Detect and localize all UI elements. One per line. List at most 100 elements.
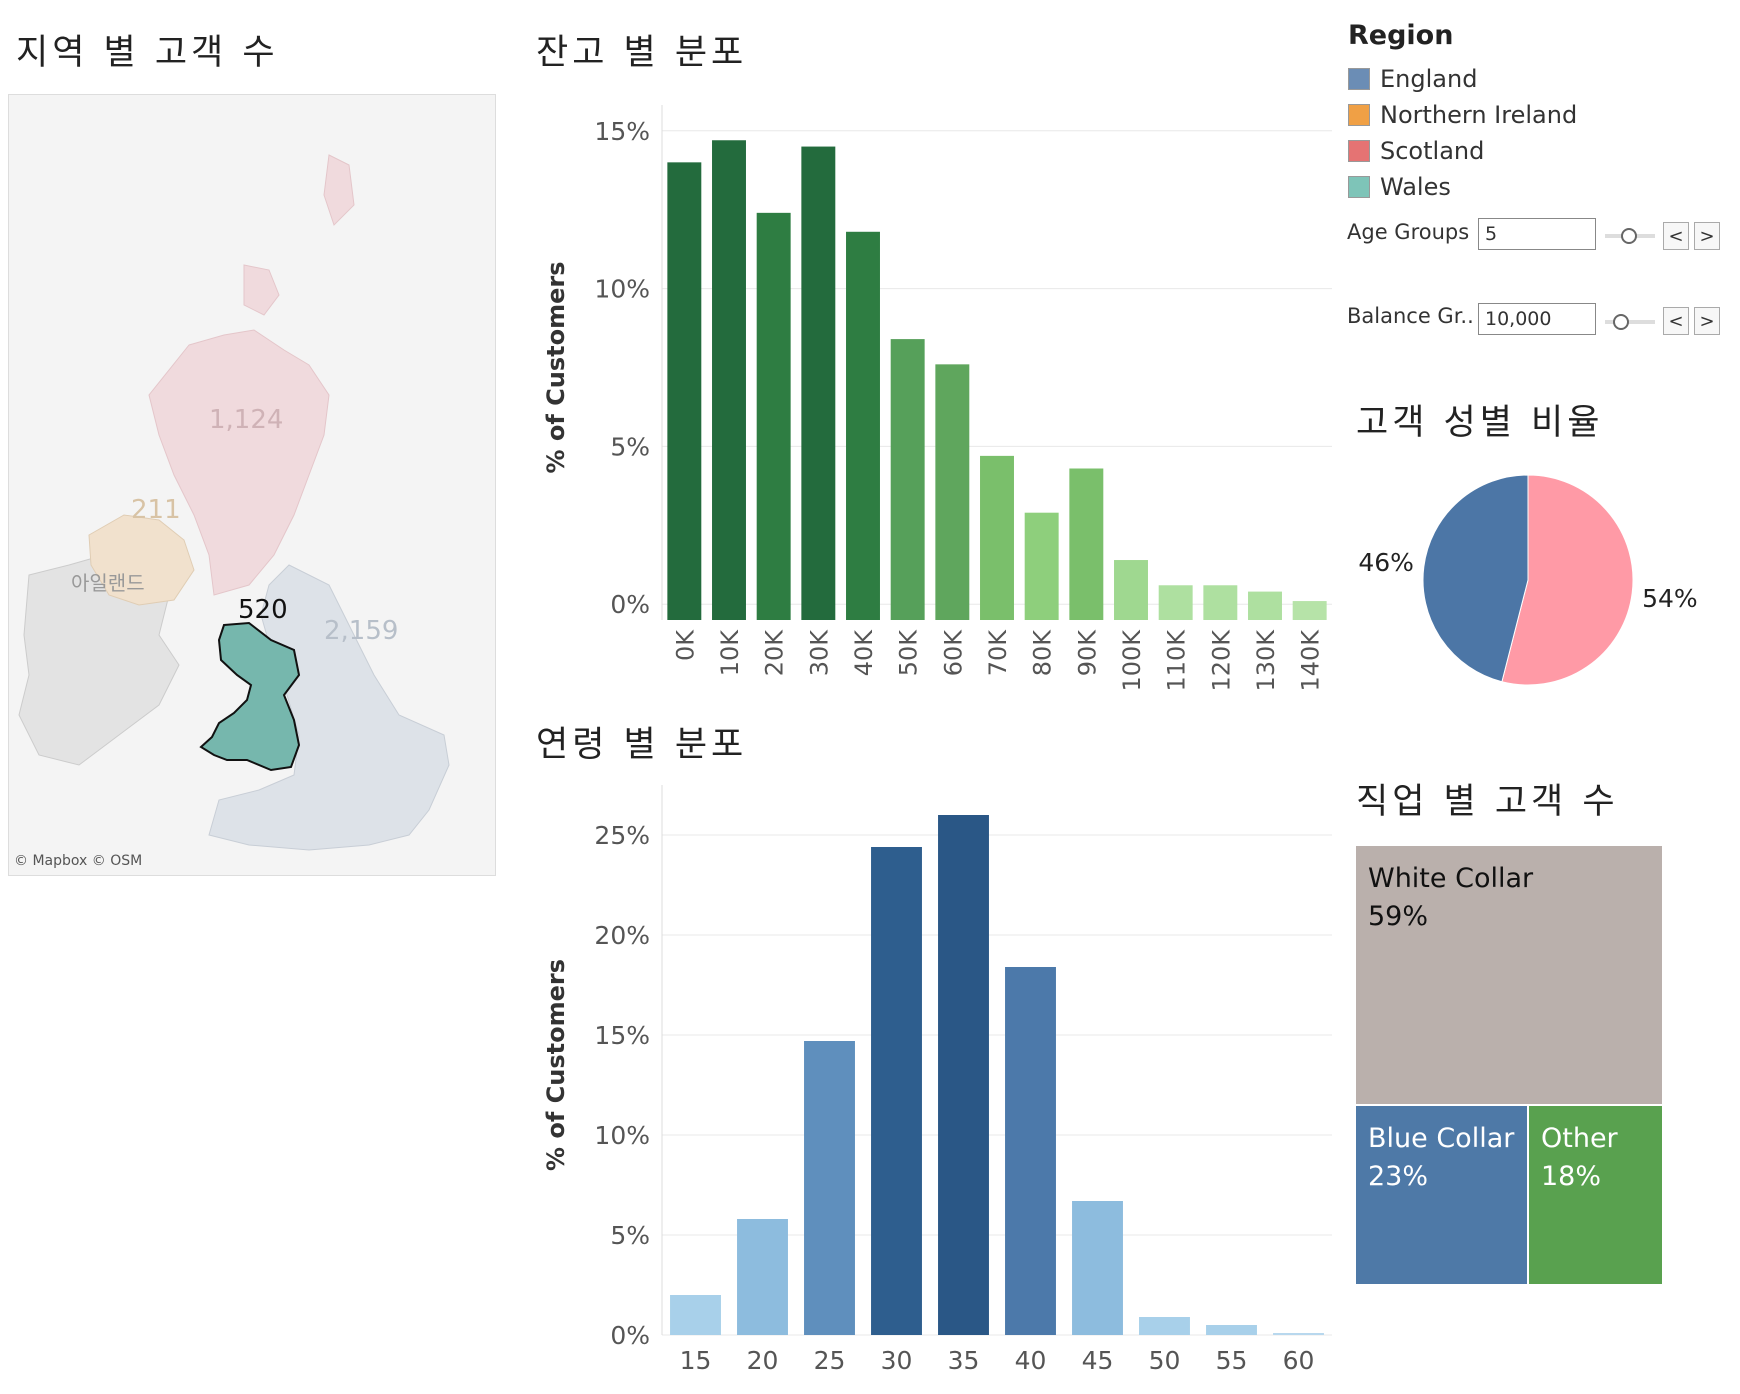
age-groups-next-button[interactable]: > [1694, 222, 1720, 250]
gender-pie-svg: 54% 46% [1358, 474, 1698, 686]
treemap-label: Blue Collar [1368, 1123, 1515, 1154]
x-tick-label: 100K [1118, 629, 1146, 692]
balance-groups-slider-knob[interactable] [1613, 314, 1629, 330]
legend-swatch-wales [1348, 176, 1370, 198]
balance-groups-slider[interactable] [1605, 320, 1655, 324]
bar [1069, 468, 1104, 620]
y-tick-label: 0% [610, 1321, 650, 1350]
legend-label: Scotland [1380, 137, 1485, 165]
bar [670, 1295, 721, 1335]
pie-slice [1422, 474, 1529, 683]
bar [712, 140, 746, 620]
northern-ireland-count: 211 [131, 495, 181, 525]
legend-title: Region [1348, 20, 1454, 51]
balance-groups-label: Balance Gr.. [1347, 304, 1474, 328]
bar [801, 146, 836, 620]
northern-ireland-region[interactable] [88, 514, 195, 606]
bar [871, 847, 922, 1335]
pie-slice [1501, 474, 1634, 686]
x-tick-label: 45 [1082, 1346, 1114, 1375]
bar [667, 162, 702, 620]
wales-count: 520 [238, 595, 288, 625]
gender-chart-title: 고객 성별 비율 [1356, 403, 1604, 443]
y-axis-title: % of Customers [542, 959, 570, 1171]
balance-groups-input[interactable] [1478, 303, 1596, 335]
age-groups-input[interactable] [1478, 218, 1596, 250]
balance-chart-title: 잔고 별 분포 [536, 33, 748, 73]
legend-swatch-northern-ireland [1348, 104, 1370, 126]
x-tick-label: 25 [814, 1346, 846, 1375]
bar [756, 212, 791, 620]
x-tick-label: 50 [1149, 1346, 1181, 1375]
age-groups-slider-knob[interactable] [1621, 228, 1637, 244]
bar [935, 364, 970, 620]
treemap-value: 18% [1541, 1161, 1602, 1192]
bar [1072, 1201, 1123, 1335]
bar [980, 455, 1014, 620]
bar [1292, 601, 1327, 620]
balance-chart-svg: 15% 10% 5% 0% % of Customers 0K 10K 20K 30K 40K 50… [542, 105, 1332, 692]
x-tick-label: 80K [1029, 629, 1057, 677]
legend-item-scotland[interactable]: Scotland [1348, 133, 1577, 169]
y-tick-label: 5% [610, 1221, 650, 1250]
job-treemap: White Collar 59% Blue Collar 23% Other 1… [1355, 845, 1663, 1285]
legend-item-wales[interactable]: Wales [1348, 169, 1577, 205]
x-tick-label: 20 [747, 1346, 779, 1375]
x-tick-label: 20K [761, 629, 789, 677]
bar [1273, 1333, 1324, 1335]
x-tick-label: 30 [881, 1346, 913, 1375]
bar [1206, 1325, 1257, 1335]
legend-label: Wales [1380, 173, 1451, 201]
legend-item-northern-ireland[interactable]: Northern Ireland [1348, 97, 1577, 133]
legend-label: Northern Ireland [1380, 101, 1578, 129]
age-chart-svg: 25% 20% 15% 10% 5% 0% % of Customers 15 20 25 30 35… [542, 785, 1332, 1375]
x-tick-label: 55 [1216, 1346, 1248, 1375]
bar [1114, 560, 1148, 620]
legend-swatch-scotland [1348, 140, 1370, 162]
map-title: 지역 별 고객 수 [16, 33, 279, 73]
balance-groups-prev-button[interactable]: < [1663, 307, 1689, 335]
y-tick-label: 10% [594, 275, 650, 304]
balance-chart: 15% 10% 5% 0% % of Customers 0K 10K 20K 30K 40K 50… [536, 85, 1336, 709]
age-groups-prev-button[interactable]: < [1663, 222, 1689, 250]
x-tick-label: 140K [1297, 629, 1325, 692]
age-groups-label: Age Groups [1347, 220, 1470, 244]
y-tick-label: 20% [594, 921, 650, 950]
job-chart-title: 직업 별 고객 수 [1356, 782, 1619, 822]
treemap-value: 23% [1368, 1161, 1429, 1192]
bar [938, 815, 989, 1335]
bar [1024, 512, 1059, 620]
legend-label: England [1380, 65, 1478, 93]
x-tick-label: 40K [850, 629, 878, 677]
x-tick-label: 10K [716, 629, 744, 677]
x-tick-label: 40 [1015, 1346, 1047, 1375]
x-tick-label: 50K [895, 629, 923, 677]
y-tick-label: 15% [594, 117, 650, 146]
x-tick-label: 70K [984, 629, 1012, 677]
bar [1139, 1317, 1190, 1335]
age-chart: 25% 20% 15% 10% 5% 0% % of Customers 15 20 25 30 35… [536, 775, 1336, 1394]
treemap-cell-blue-collar[interactable]: Blue Collar 23% [1355, 1105, 1528, 1285]
bar [737, 1219, 788, 1335]
balance-groups-next-button[interactable]: > [1694, 307, 1720, 335]
pie-label: 46% [1358, 548, 1414, 577]
treemap-cell-white-collar[interactable]: White Collar 59% [1355, 845, 1663, 1105]
wales-region[interactable] [199, 621, 301, 772]
scotland-region[interactable] [148, 154, 355, 596]
bar [846, 231, 880, 620]
y-tick-label: 15% [594, 1021, 650, 1050]
map-canvas [18, 154, 450, 851]
region-legend: Region England Northern Ireland Scotland… [1348, 20, 1577, 205]
x-tick-label: 60K [939, 629, 967, 677]
x-tick-label: 120K [1207, 629, 1235, 692]
england-count: 2,159 [324, 616, 399, 646]
treemap-value: 59% [1368, 901, 1429, 932]
uk-map[interactable]: 1,124 211 아일랜드 520 2,159 © Mapbox © OSM [8, 94, 496, 876]
treemap-cell-other[interactable]: Other 18% [1528, 1105, 1663, 1285]
y-tick-label: 10% [594, 1121, 650, 1150]
bar [804, 1041, 855, 1335]
bar [1248, 591, 1282, 620]
map-attribution: © Mapbox © OSM [14, 853, 143, 869]
pie-label: 54% [1642, 584, 1698, 613]
legend-item-england[interactable]: England [1348, 61, 1577, 97]
